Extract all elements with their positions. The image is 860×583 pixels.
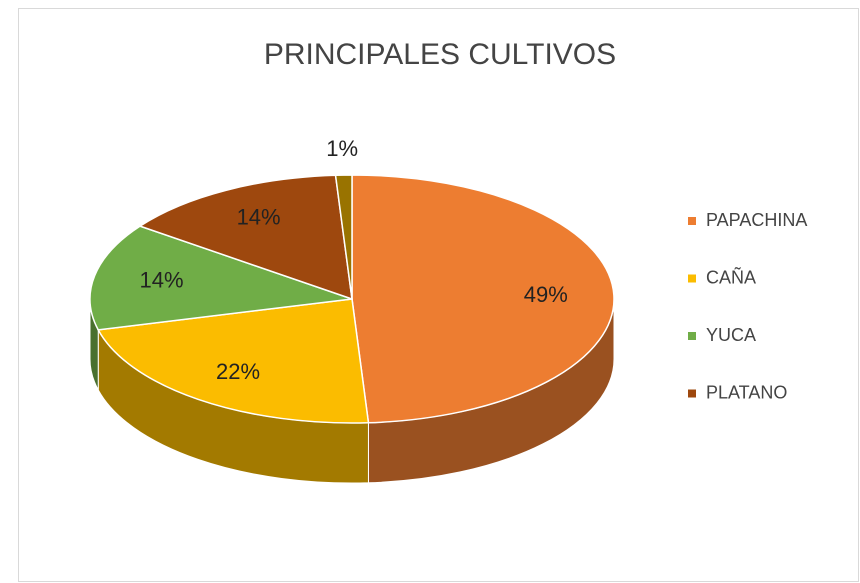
slice [351, 174, 615, 424]
data-label: 1% [326, 136, 358, 161]
legend-swatch [688, 389, 696, 398]
legend-label: PAPACHINA [706, 210, 807, 230]
data-label: 22% [216, 359, 260, 384]
legend-label: CAÑA [706, 266, 756, 287]
data-label: 14% [140, 268, 184, 293]
slice [138, 174, 353, 301]
data-label: 14% [237, 204, 281, 229]
chart-title: PRINCIPALES CULTIVOS [264, 38, 616, 71]
data-label: 49% [524, 282, 568, 307]
legend-swatch [688, 274, 696, 283]
legend-swatch [688, 332, 696, 340]
slice [97, 298, 370, 424]
legend-swatch [688, 217, 696, 225]
slice [89, 225, 353, 331]
legend-label: YUCA [706, 325, 756, 345]
legend-label: PLATANO [706, 382, 787, 402]
slice [334, 174, 353, 300]
